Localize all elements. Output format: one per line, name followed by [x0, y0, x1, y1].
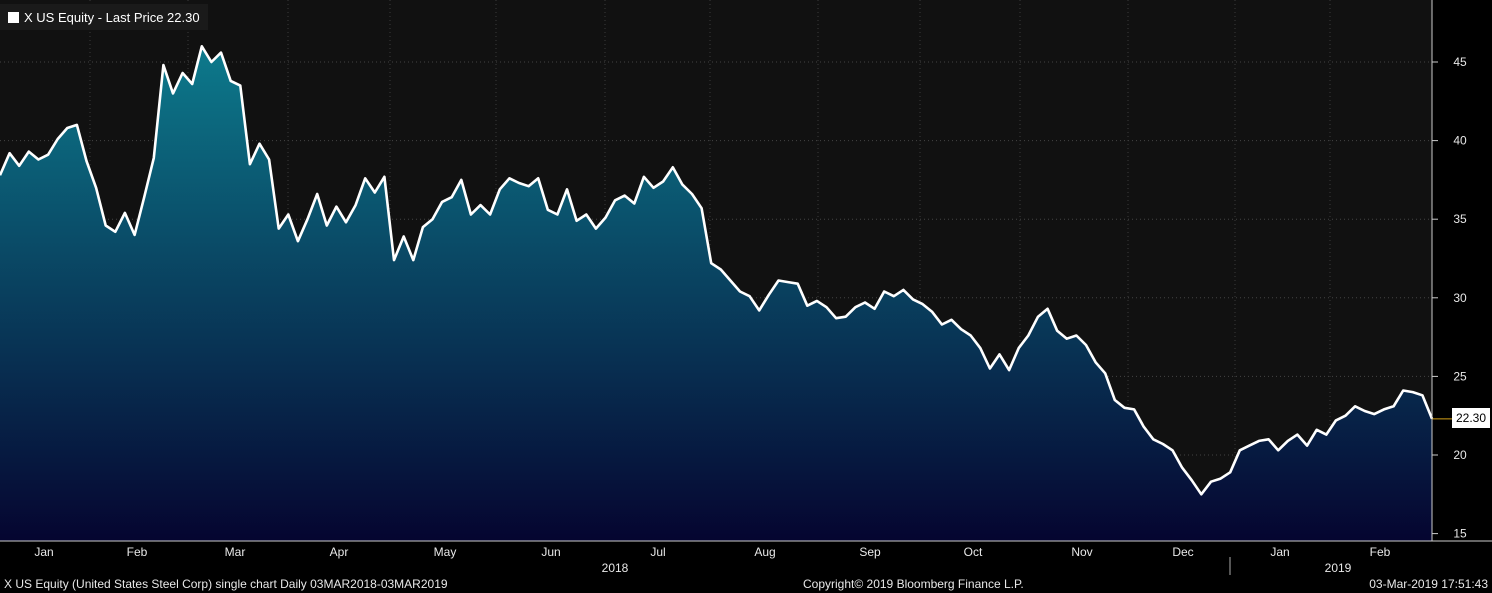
- legend-label: X US Equity - Last Price 22.30: [24, 9, 200, 25]
- x-tick-label-feb-13: Feb: [1370, 545, 1391, 559]
- x-tick-label-aug-7: Aug: [754, 545, 775, 559]
- year-label-2018: 2018: [602, 561, 629, 575]
- last-price-tag: 22.30: [1452, 408, 1491, 428]
- legend-swatch-icon: [8, 11, 19, 23]
- x-tick-label-sep-8: Sep: [859, 545, 881, 559]
- y-tick-label-20: 20: [1453, 448, 1467, 462]
- y-tick-label-40: 40: [1453, 134, 1467, 148]
- legend: X US Equity - Last Price 22.30: [0, 4, 208, 30]
- y-tick-label-30: 30: [1453, 291, 1467, 305]
- x-tick-label-nov-10: Nov: [1071, 545, 1092, 559]
- x-axis-band: [0, 542, 1492, 577]
- y-tick-label-45: 45: [1453, 55, 1467, 69]
- x-tick-label-jun-5: Jun: [541, 545, 560, 559]
- y-tick-label-35: 35: [1453, 212, 1467, 226]
- x-tick-label-jul-6: Jul: [650, 545, 665, 559]
- footer-copyright: Copyright© 2019 Bloomberg Finance L.P.: [803, 577, 1024, 591]
- footer-timestamp: 03-Mar-2019 17:51:43: [1369, 577, 1488, 591]
- x-tick-label-dec-11: Dec: [1172, 545, 1193, 559]
- x-tick-label-feb-1: Feb: [127, 545, 148, 559]
- x-tick-label-oct-9: Oct: [964, 545, 983, 559]
- x-tick-label-jan-0: Jan: [34, 545, 53, 559]
- x-tick-label-may-4: May: [434, 545, 457, 559]
- footer-chart-info: X US Equity (United States Steel Corp) s…: [4, 577, 448, 591]
- x-tick-label-apr-3: Apr: [330, 545, 349, 559]
- year-label-2019: 2019: [1325, 561, 1352, 575]
- y-tick-label-15: 15: [1453, 527, 1467, 541]
- y-tick-label-25: 25: [1453, 369, 1467, 383]
- x-tick-label-jan-12: Jan: [1270, 545, 1289, 559]
- price-area: [0, 46, 1432, 542]
- x-tick-label-mar-2: Mar: [225, 545, 246, 559]
- price-line: [0, 45, 1434, 496]
